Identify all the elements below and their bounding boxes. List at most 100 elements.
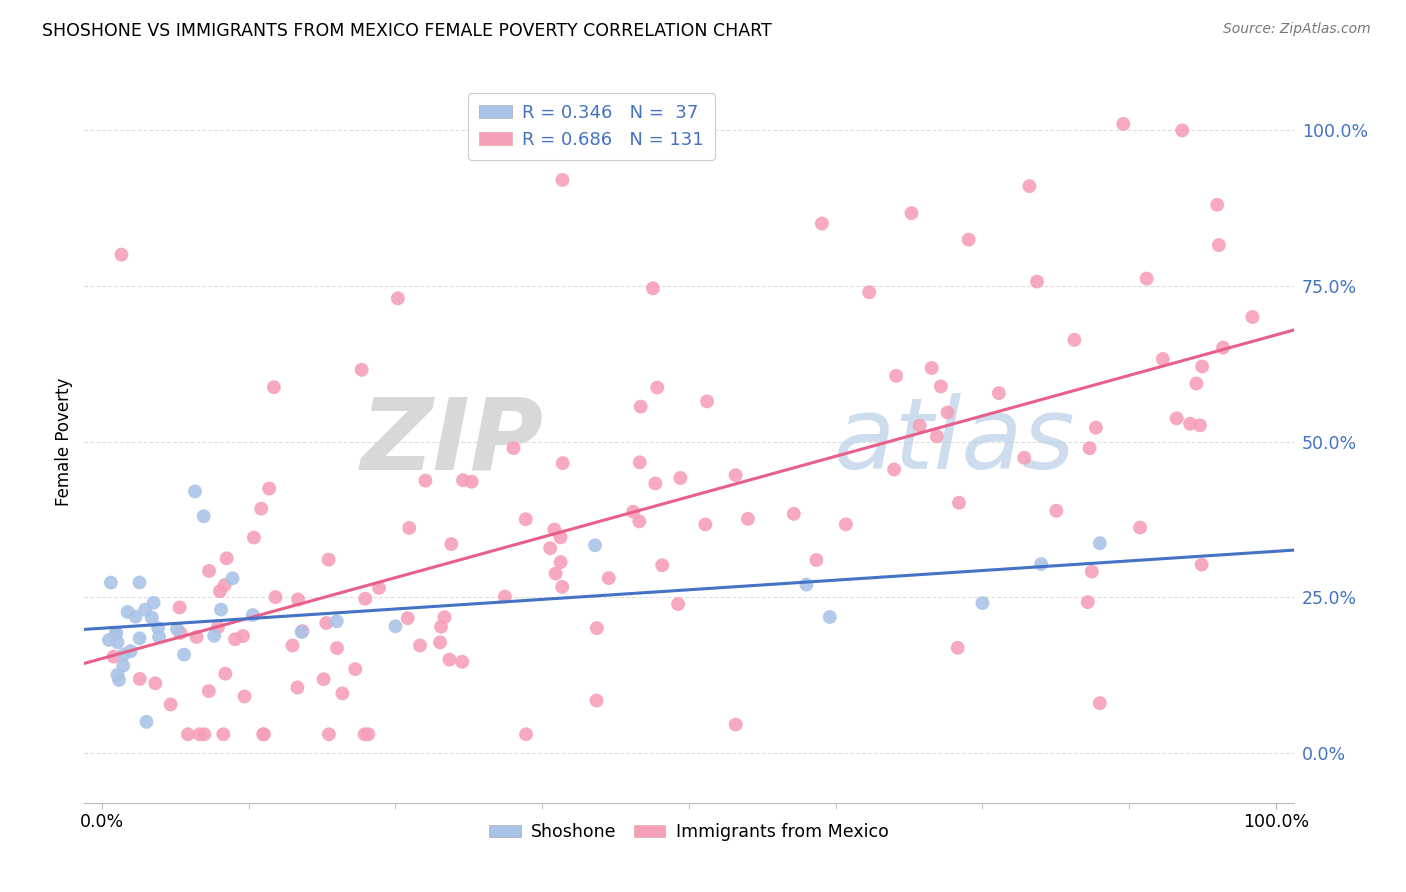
Point — [134, 602, 156, 616]
Point — [184, 484, 207, 499]
Point — [1063, 333, 1085, 347]
Point — [148, 630, 170, 644]
Point — [103, 649, 125, 664]
Legend: Shoshone, Immigrants from Mexico: Shoshone, Immigrants from Mexico — [482, 816, 896, 848]
Point — [884, 368, 907, 383]
Point — [695, 517, 717, 532]
Point — [1129, 520, 1152, 534]
Point — [290, 625, 312, 640]
Point — [858, 285, 880, 300]
Point — [108, 673, 131, 687]
Point — [641, 281, 664, 295]
Point — [354, 591, 377, 606]
Point — [433, 610, 456, 624]
Point — [409, 639, 432, 653]
Point — [112, 658, 135, 673]
Point — [628, 455, 651, 469]
Point — [544, 566, 567, 581]
Text: Source: ZipAtlas.com: Source: ZipAtlas.com — [1223, 22, 1371, 37]
Point — [100, 575, 122, 590]
Point — [630, 400, 652, 414]
Point — [318, 552, 340, 566]
Point — [440, 537, 463, 551]
Point — [818, 610, 841, 624]
Point — [202, 629, 225, 643]
Point — [112, 648, 135, 662]
Point — [1078, 441, 1101, 455]
Point — [835, 517, 858, 532]
Point — [243, 531, 266, 545]
Point — [332, 686, 354, 700]
Point — [501, 142, 523, 156]
Point — [1171, 123, 1194, 137]
Point — [502, 441, 524, 455]
Point — [1077, 595, 1099, 609]
Point — [515, 727, 537, 741]
Point — [550, 555, 572, 569]
Point — [1191, 558, 1213, 572]
Point — [598, 571, 620, 585]
Point — [197, 684, 219, 698]
Point — [515, 512, 537, 526]
Point — [107, 635, 129, 649]
Text: ZIP: ZIP — [361, 393, 544, 490]
Point — [929, 379, 952, 393]
Point — [120, 644, 142, 658]
Point — [198, 564, 221, 578]
Text: atlas: atlas — [834, 393, 1076, 490]
Point — [1045, 504, 1067, 518]
Point — [291, 624, 314, 639]
Point — [666, 597, 689, 611]
Point — [166, 622, 188, 636]
Point — [451, 655, 474, 669]
Point — [221, 571, 243, 585]
Point — [543, 523, 565, 537]
Point — [146, 621, 169, 635]
Point — [921, 361, 943, 376]
Point — [326, 614, 349, 628]
Point — [128, 575, 150, 590]
Point — [128, 632, 150, 646]
Point — [105, 626, 128, 640]
Point — [948, 496, 970, 510]
Point — [794, 577, 817, 591]
Point — [551, 173, 574, 187]
Point — [551, 456, 574, 470]
Point — [287, 681, 309, 695]
Point — [384, 619, 406, 633]
Point — [177, 727, 200, 741]
Point — [141, 610, 163, 624]
Point — [621, 505, 644, 519]
Point — [350, 363, 373, 377]
Point — [232, 629, 254, 643]
Point — [398, 521, 420, 535]
Point — [925, 429, 948, 443]
Point — [811, 217, 834, 231]
Point — [550, 530, 572, 544]
Point — [460, 475, 482, 489]
Point — [1206, 198, 1229, 212]
Point — [159, 698, 181, 712]
Point — [1178, 417, 1201, 431]
Point — [1012, 450, 1035, 465]
Point — [451, 473, 474, 487]
Point — [551, 580, 574, 594]
Point — [263, 380, 285, 394]
Point — [344, 662, 367, 676]
Point — [1088, 696, 1111, 710]
Point — [1081, 565, 1104, 579]
Point — [326, 641, 349, 656]
Point — [669, 471, 692, 485]
Point — [957, 233, 980, 247]
Point — [233, 690, 256, 704]
Point — [287, 592, 309, 607]
Point — [169, 626, 191, 640]
Point — [987, 386, 1010, 401]
Point — [1212, 341, 1234, 355]
Point — [1026, 275, 1049, 289]
Point — [644, 476, 666, 491]
Point — [415, 474, 437, 488]
Point — [1018, 179, 1040, 194]
Point — [214, 578, 236, 592]
Point — [1152, 351, 1174, 366]
